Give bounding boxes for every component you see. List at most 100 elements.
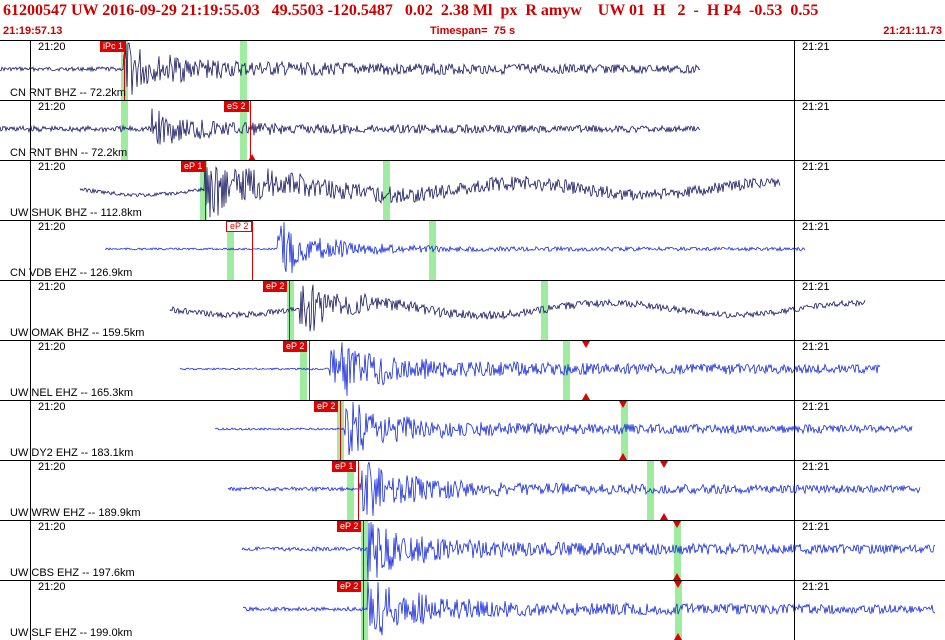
phase-pick-label[interactable]: eP 2 — [337, 581, 362, 592]
phase-pick-label[interactable]: iPc 1 — [100, 41, 127, 52]
station-label: UW CBS EHZ -- 197.6km — [10, 567, 135, 579]
waveform — [242, 581, 936, 636]
end-time: 21:21:11.73 — [883, 25, 942, 37]
time-tick-label: 21:20 — [38, 581, 66, 593]
time-tick — [30, 221, 31, 280]
time-tick-label: 21:21 — [802, 101, 830, 113]
time-tick-label: 21:20 — [38, 401, 66, 413]
station-label: UW SLF EHZ -- 199.0km — [10, 627, 133, 639]
amplitude-marker-up-icon[interactable] — [674, 633, 682, 640]
time-tick-label: 21:20 — [38, 461, 66, 473]
time-tick-label: 21:20 — [38, 341, 66, 353]
time-tick-label: 21:21 — [802, 281, 830, 293]
waveform-path — [104, 221, 806, 274]
phase-pick-label[interactable]: eP 1 — [332, 461, 357, 472]
amplitude-marker-down-icon[interactable] — [674, 581, 682, 588]
pick-window-marker — [621, 401, 628, 460]
amplitude-marker-up-icon[interactable] — [619, 453, 627, 460]
phase-pick-label[interactable]: eP 2 — [283, 341, 308, 352]
timespan-label: Timespan= 75 s — [430, 25, 516, 37]
waveform-path — [79, 161, 781, 218]
phase-pick-line[interactable] — [309, 341, 310, 400]
time-tick-label: 21:20 — [38, 521, 66, 533]
waveform — [179, 342, 881, 396]
time-tick — [30, 101, 31, 160]
phase-pick-label[interactable]: eP 1 — [181, 161, 206, 172]
phase-pick-label[interactable]: eS 2 — [224, 101, 249, 112]
phase-pick-label[interactable]: eP 2 — [263, 281, 288, 292]
station-label: UW SHUK BHZ -- 112.8km — [10, 207, 142, 219]
waveform — [104, 221, 806, 274]
pick-window-marker — [383, 161, 390, 220]
amplitude-marker-up-icon[interactable] — [673, 573, 681, 580]
phase-pick-label[interactable]: eP 2 — [314, 401, 339, 412]
phase-pick-line[interactable] — [289, 281, 290, 340]
trace-panel[interactable]: 21:20 21:21 eP 2 UW OMAK BHZ -- 159.5km — [0, 280, 945, 340]
amplitude-marker-down-icon[interactable] — [619, 401, 627, 408]
time-tick — [794, 341, 795, 400]
time-tick-label: 21:21 — [802, 41, 830, 53]
waveform — [169, 284, 866, 332]
amplitude-marker-down-icon[interactable] — [660, 461, 668, 468]
time-tick-label: 21:20 — [38, 41, 66, 53]
time-tick — [30, 41, 31, 100]
trace-panel[interactable]: 21:20 21:21 iPc 1 CN RNT BHZ -- 72.2km — [0, 40, 945, 100]
time-tick — [794, 221, 795, 280]
pick-window-marker — [121, 101, 128, 160]
time-tick — [30, 341, 31, 400]
phase-pick-line[interactable] — [358, 461, 359, 520]
trace-panel[interactable]: 21:20 21:21 eS 2 CN RNT BHN -- 72.2km — [0, 100, 945, 160]
pick-window-marker — [647, 461, 654, 520]
phase-pick-label[interactable]: eP 2 — [337, 521, 362, 532]
trace-panel[interactable]: 21:20 21:21 eP 2 UW SLF EHZ -- 199.0km — [0, 580, 945, 640]
phase-pick-line[interactable] — [124, 41, 125, 100]
time-tick — [794, 161, 795, 220]
time-tick-label: 21:21 — [802, 401, 830, 413]
trace-panel[interactable]: 21:20 21:21 eP 2 CN VDB EHZ -- 126.9km — [0, 220, 945, 280]
trace-panel[interactable]: 21:20 21:21 eP 1 UW WRW EHZ -- 189.9km — [0, 460, 945, 520]
pick-window-marker — [675, 581, 682, 640]
trace-panel[interactable]: 21:20 21:21 eP 2 UW NEL EHZ -- 165.3km — [0, 340, 945, 400]
waveform-path — [242, 581, 936, 636]
time-tick — [30, 461, 31, 520]
trace-panel[interactable]: 21:20 21:21 eP 2 UW DY2 EHZ -- 183.1km — [0, 400, 945, 460]
phase-pick-line[interactable] — [363, 581, 364, 640]
event-header: 61200547 UW 2016-09-29 21:19:55.03 49.55… — [0, 0, 945, 40]
pick-window-marker — [347, 461, 354, 520]
phase-pick-line[interactable] — [340, 401, 341, 460]
station-label: UW DY2 EHZ -- 183.1km — [10, 447, 134, 459]
time-tick-label: 21:21 — [802, 161, 830, 173]
time-tick-label: 21:21 — [802, 521, 830, 533]
amplitude-marker-up-icon[interactable] — [660, 513, 668, 520]
station-label: UW OMAK BHZ -- 159.5km — [10, 327, 145, 339]
time-tick-label: 21:21 — [802, 221, 830, 233]
amplitude-marker-up-icon[interactable] — [582, 393, 590, 400]
phase-pick-line[interactable] — [363, 521, 364, 580]
amplitude-marker-down-icon[interactable] — [673, 521, 681, 528]
waveform-path — [241, 521, 936, 580]
pick-window-marker — [541, 281, 548, 340]
phase-pick-line[interactable] — [205, 161, 206, 220]
pick-window-marker — [361, 581, 368, 640]
station-label: CN RNT BHN -- 72.2km — [10, 147, 128, 159]
phase-pick-line[interactable] — [250, 101, 251, 160]
event-title: 61200547 UW 2016-09-29 21:19:55.03 49.55… — [3, 2, 819, 19]
pick-window-marker — [300, 341, 307, 400]
pick-window-marker — [287, 281, 294, 340]
waveform-path — [0, 42, 701, 95]
phase-pick-line[interactable] — [252, 221, 253, 280]
waveform — [214, 401, 913, 456]
phase-pick-label[interactable]: eP 2 — [226, 221, 253, 232]
amplitude-marker-up-icon[interactable] — [248, 154, 256, 160]
trace-panel[interactable]: 21:20 21:21 eP 2 UW CBS EHZ -- 197.6km — [0, 520, 945, 580]
station-label: CN VDB EHZ -- 126.9km — [10, 267, 133, 279]
waveform-path — [179, 342, 881, 396]
station-label: UW WRW EHZ -- 189.9km — [10, 507, 141, 519]
pick-window-marker — [240, 101, 247, 160]
trace-panel[interactable]: 21:20 21:21 eP 1 UW SHUK BHZ -- 112.8km — [0, 160, 945, 220]
time-tick-label: 21:20 — [38, 281, 66, 293]
time-tick-label: 21:21 — [802, 581, 830, 593]
time-tick-label: 21:20 — [38, 221, 66, 233]
amplitude-marker-down-icon[interactable] — [582, 341, 590, 348]
time-tick — [794, 101, 795, 160]
